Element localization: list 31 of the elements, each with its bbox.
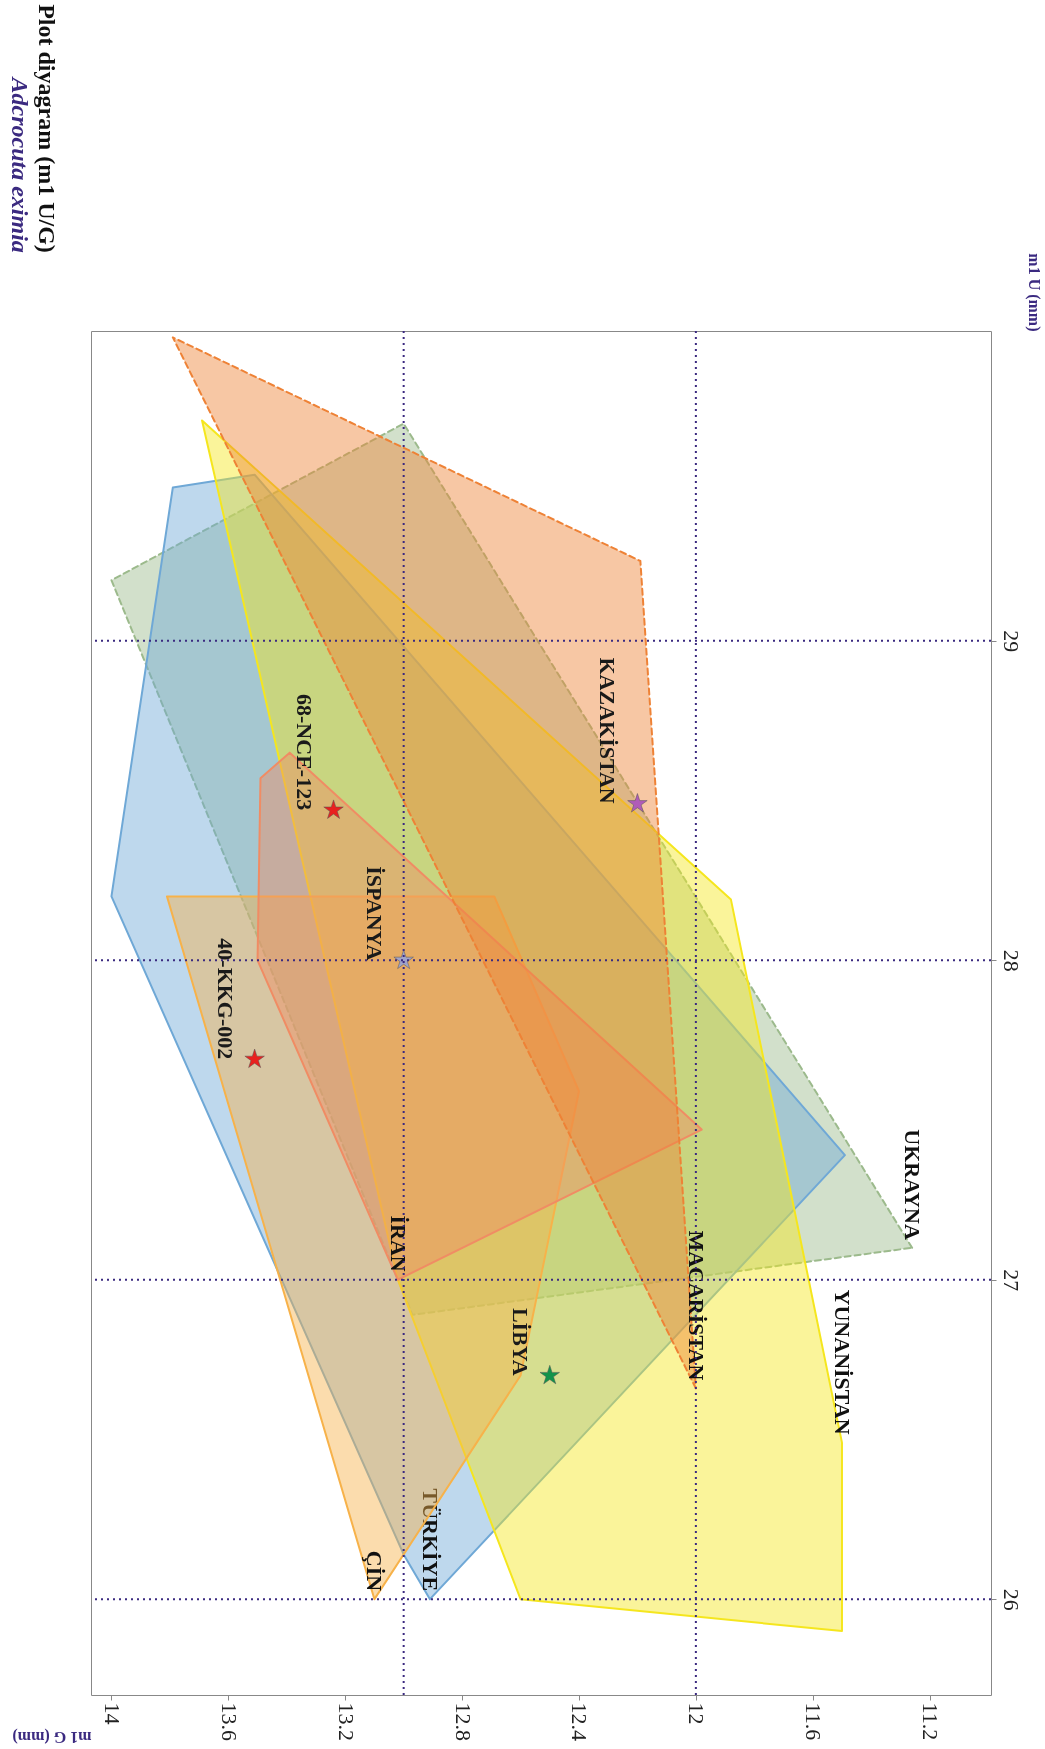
- x-tick-label: 13.6: [216, 1702, 242, 1741]
- text: KAZAKİSTAN: [595, 657, 621, 804]
- chart-subtitle: Plot diyagram (m1 U/G): [33, 4, 60, 253]
- y-axis-title: m1 U (mm): [1024, 253, 1043, 332]
- series-label: TÜRKİYE: [417, 1488, 443, 1592]
- x-tick-label: 14: [99, 1702, 125, 1725]
- text: UKRAYNA: [900, 1129, 926, 1240]
- text: YUNANİSTAN: [829, 1289, 855, 1435]
- series-label: ÇİN: [362, 1550, 388, 1592]
- x-tick-label: 12.4: [567, 1702, 593, 1741]
- series-label: İRAN: [385, 1215, 411, 1272]
- text: 68-NCE-123: [291, 694, 317, 811]
- chart-title: Adcrocuta eximia: [6, 75, 33, 253]
- x-tick-label: 12.8: [450, 1702, 476, 1741]
- x-tick-label: 13.2: [333, 1702, 359, 1741]
- point: [627, 793, 648, 813]
- y-tick-label: 29: [998, 630, 1024, 653]
- text: LİBYA: [507, 1307, 533, 1376]
- text: İSPANYA: [361, 866, 387, 961]
- x-tick-label: 12: [684, 1702, 710, 1725]
- point: [539, 1365, 560, 1385]
- y-tick-label: 28: [998, 949, 1024, 972]
- text: MACARİSTAN: [683, 1230, 709, 1381]
- x-tick-label: 11.2: [918, 1702, 944, 1741]
- point: [244, 1048, 265, 1068]
- x-axis-title: m1 G (mm): [12, 1728, 92, 1746]
- text: 40-KKG-002: [212, 938, 238, 1060]
- y-tick-label: 27: [998, 1269, 1024, 1292]
- point: [323, 799, 344, 819]
- y-tick-label: 26: [998, 1588, 1024, 1611]
- x-tick-label: 11.6: [801, 1702, 827, 1741]
